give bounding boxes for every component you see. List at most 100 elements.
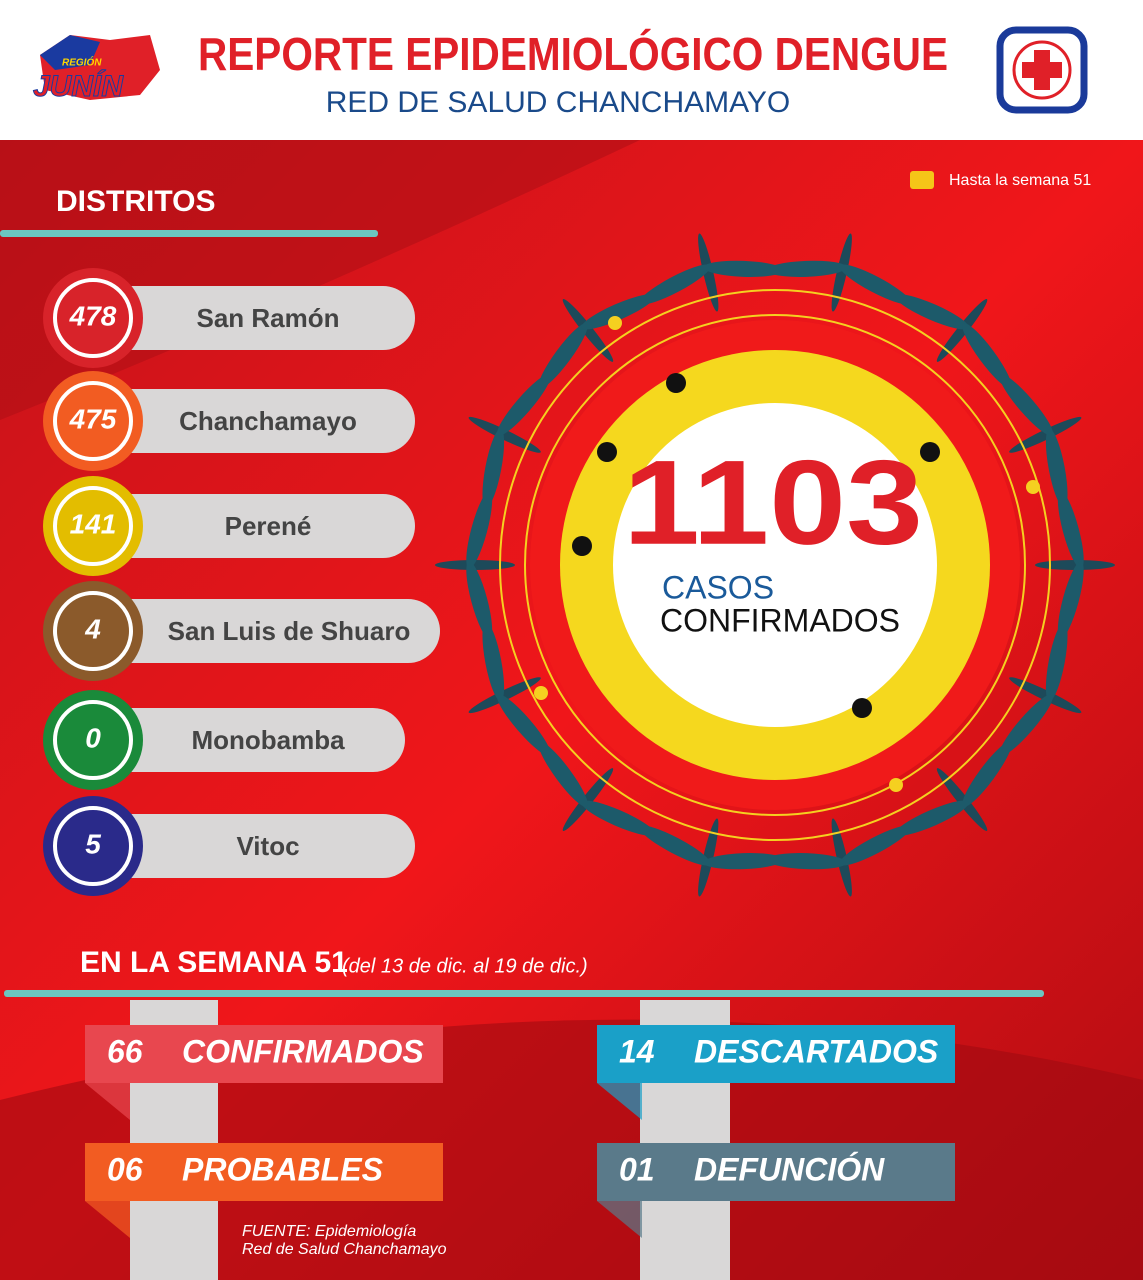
calendar-icon <box>910 171 934 189</box>
district-name: San Luis de Shuaro <box>168 616 411 646</box>
mosquito-wing <box>895 294 969 330</box>
week-range: (del 13 de dic. al 19 de dic.) <box>342 955 588 977</box>
mosquito-body <box>1009 677 1082 714</box>
mosquito-wing <box>1045 622 1068 702</box>
mosquito-body <box>831 818 852 897</box>
mosquito-wing <box>496 374 551 436</box>
district-name: Perené <box>225 511 312 541</box>
mosquito-body <box>468 416 541 453</box>
district-badge <box>43 476 143 576</box>
stat-fold <box>597 1201 642 1238</box>
logo: JUNÍN <box>33 69 124 103</box>
district-pill <box>100 708 405 772</box>
stat-label: DEFUNCIÓN <box>694 1151 885 1187</box>
dot <box>597 442 617 462</box>
mosquito-wing <box>581 800 655 836</box>
mosquito <box>895 294 1012 389</box>
district-pill <box>100 814 415 878</box>
mosquito-wing <box>999 694 1054 756</box>
stat-value: 01 <box>619 1151 655 1187</box>
mosquito-wing <box>766 853 847 870</box>
mosquito-wing <box>839 264 911 305</box>
district-badge-ring <box>53 278 133 358</box>
mosquito-body <box>562 299 614 362</box>
mosquito-body <box>936 768 988 831</box>
district-badge-ring <box>53 591 133 671</box>
district-count: 0 <box>85 722 101 753</box>
district-count: 5 <box>85 828 101 859</box>
source: Red de Salud Chanchamayo <box>242 1241 447 1258</box>
mosquito <box>999 622 1082 756</box>
district-name: Monobamba <box>191 725 345 755</box>
stat-box <box>597 1143 955 1201</box>
district-badge <box>43 581 143 681</box>
stat-value: 14 <box>619 1033 655 1069</box>
stat-box <box>85 1025 443 1083</box>
district-badge <box>43 690 143 790</box>
dot <box>889 778 903 792</box>
district-badge <box>43 796 143 896</box>
mosquito-wing <box>496 694 551 756</box>
mosquito-body <box>1035 560 1115 570</box>
logo-small: REGIÓN <box>62 56 102 69</box>
mosquito <box>766 233 911 312</box>
mosquito-wing <box>639 825 711 866</box>
stat-fold <box>85 1083 130 1120</box>
dot <box>572 536 592 556</box>
stat-value: 06 <box>107 1151 143 1187</box>
mosquito-wing <box>639 264 711 305</box>
mosquito-wing <box>466 491 493 569</box>
mosquito <box>468 374 551 508</box>
mosquito-wing <box>538 323 588 389</box>
source: FUENTE: Epidemiología <box>242 1223 416 1240</box>
district-pill <box>100 599 440 663</box>
mosquito-body <box>435 560 515 570</box>
mosquito-wing <box>999 374 1054 436</box>
mosquito-wing <box>895 800 969 836</box>
mosquito-wing <box>1045 428 1068 508</box>
mosquito-wing <box>839 825 911 866</box>
total-label: CASOS <box>662 569 774 605</box>
district-badge-ring <box>53 381 133 461</box>
district-pill <box>100 389 415 453</box>
logo-map <box>40 35 100 70</box>
district-badge-ring <box>53 700 133 780</box>
dot <box>534 686 548 700</box>
mosquito-wing <box>1057 491 1084 569</box>
districts-heading: DISTRITOS <box>56 185 215 218</box>
district-badge <box>43 268 143 368</box>
mosquito <box>538 294 655 389</box>
health-logo <box>996 26 1088 114</box>
mosquito <box>1035 491 1115 639</box>
divider <box>0 230 378 237</box>
district-count: 478 <box>69 300 117 331</box>
mosquito <box>468 622 551 756</box>
subtitle: RED DE SALUD CHANCHAMAYO <box>326 86 791 119</box>
mosquitoes <box>435 233 1115 897</box>
district-count: 4 <box>84 613 101 644</box>
title: REPORTE EPIDEMIOLÓGICO DENGUE <box>198 28 948 80</box>
district-name: San Ramón <box>196 303 339 333</box>
mosquito-wing <box>1057 561 1084 639</box>
mosquito-body <box>1009 416 1082 453</box>
dot <box>920 442 940 462</box>
stat-value: 66 <box>107 1033 143 1069</box>
week-note: Hasta la semana 51 <box>949 172 1091 189</box>
mosquito-wing <box>703 260 784 277</box>
mosquito-wing <box>482 622 505 702</box>
mosquito-wing <box>766 260 847 277</box>
week-heading: EN LA SEMANA 51 <box>80 946 348 979</box>
header-bg <box>0 0 1143 140</box>
mosquito <box>999 374 1082 508</box>
mosquito-wing <box>962 741 1012 807</box>
dot <box>666 373 686 393</box>
district-pill <box>100 494 415 558</box>
stat-fold <box>85 1201 130 1238</box>
mosquito <box>895 741 1012 836</box>
stat-fold <box>597 1083 642 1120</box>
ring-white <box>613 403 937 727</box>
mosquito-body <box>936 299 988 362</box>
mosquito-body <box>562 768 614 831</box>
ring <box>499 289 1051 841</box>
